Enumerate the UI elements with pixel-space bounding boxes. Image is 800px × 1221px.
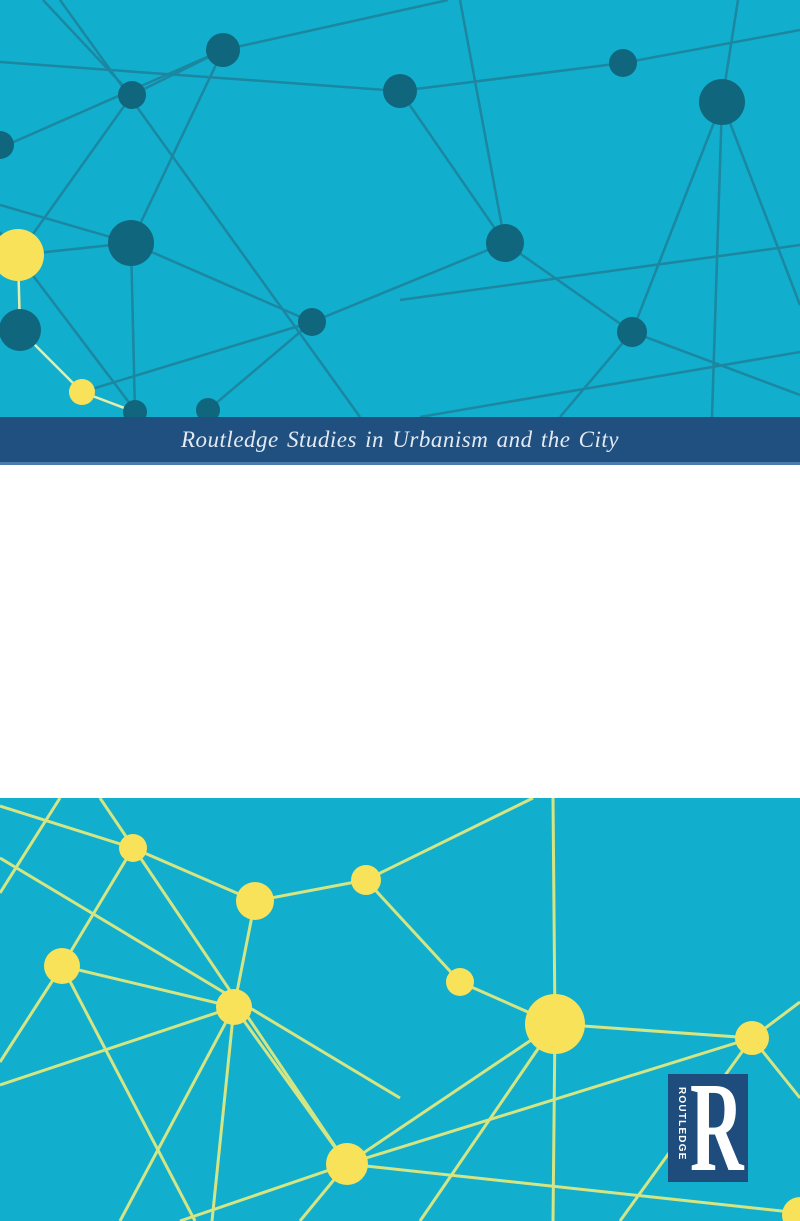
- routledge-logo-mark: R ROUTLEDGE: [668, 1056, 748, 1198]
- bottom-network-section: [0, 798, 800, 1221]
- title-section: MEGA-CITY REGION DEVELOPMENT IN CHINA Ed…: [0, 465, 800, 1221]
- series-banner: Routledge Studies in Urbanism and the Ci…: [0, 417, 800, 465]
- routledge-logo: R ROUTLEDGE: [668, 1056, 748, 1198]
- top-network-section: [0, 0, 800, 417]
- routledge-logo-letter: R: [690, 1074, 745, 1182]
- top-network-pattern: [0, 0, 800, 417]
- series-title: Routledge Studies in Urbanism and the Ci…: [180, 426, 619, 452]
- bottom-network-pattern: [0, 798, 800, 1221]
- routledge-logo-vertical-text: ROUTLEDGE: [676, 1087, 687, 1161]
